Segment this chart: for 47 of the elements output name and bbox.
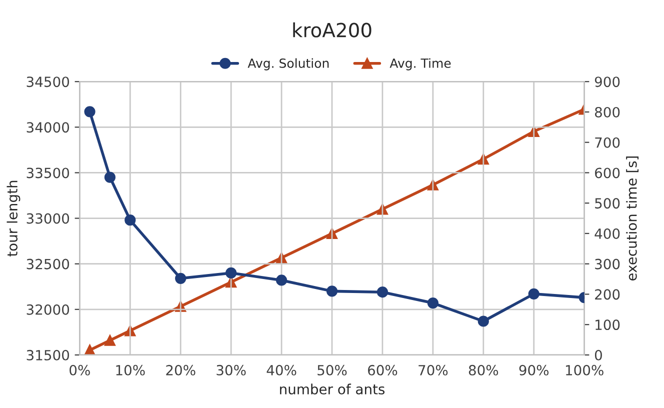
x-tick-label: 50% bbox=[318, 364, 347, 376]
x-tick-label: 10% bbox=[116, 364, 145, 376]
y2-tick-label: 600 bbox=[595, 168, 620, 178]
y2-tick-label: 500 bbox=[595, 198, 620, 209]
y-axis-title: tour length bbox=[6, 180, 20, 256]
y2-tick-label: 800 bbox=[594, 106, 620, 118]
y-tick-label: 32000 bbox=[26, 304, 70, 315]
y2-tick-label: 100 bbox=[596, 320, 620, 330]
legend-label: Avg. Solution bbox=[248, 58, 329, 70]
point bbox=[124, 214, 136, 226]
x-tick-label: 20% bbox=[166, 364, 196, 376]
point bbox=[226, 267, 237, 279]
point bbox=[376, 286, 388, 298]
y2-axis-title: execution time [s] bbox=[626, 156, 638, 280]
y2-tick-label: 300 bbox=[595, 258, 620, 270]
point bbox=[427, 297, 438, 309]
point bbox=[104, 334, 116, 346]
y-tick-label: 32500 bbox=[26, 258, 70, 270]
point bbox=[104, 172, 116, 183]
x-tick-label: 70% bbox=[418, 364, 448, 376]
y2-tick-label: 900 bbox=[594, 76, 620, 88]
y-tick-label: 33500 bbox=[26, 168, 70, 178]
x-tick-label: 100% bbox=[566, 364, 604, 376]
x-tick-label: 60% bbox=[368, 364, 398, 376]
point bbox=[478, 316, 489, 327]
y2-tick-label: 0 bbox=[594, 350, 602, 360]
x-tick-label: 90% bbox=[519, 364, 549, 376]
point bbox=[84, 344, 96, 355]
legend-label: Avg. Time bbox=[390, 58, 451, 70]
y2-tick-label: 700 bbox=[595, 137, 620, 148]
x-tick-label: 40% bbox=[266, 364, 296, 376]
y2-tick-label: 400 bbox=[594, 228, 620, 239]
y-tick-label: 31500 bbox=[26, 350, 70, 360]
point bbox=[276, 274, 288, 286]
y2-tick-label: 200 bbox=[595, 289, 620, 300]
x-tick-label: 30% bbox=[216, 364, 246, 376]
point bbox=[175, 272, 186, 284]
point bbox=[84, 106, 96, 118]
y-tick-label: 33000 bbox=[26, 213, 70, 224]
point bbox=[528, 288, 540, 300]
point bbox=[326, 286, 338, 297]
x-axis-title: number of ants bbox=[280, 384, 385, 394]
y-tick-label: 34500 bbox=[26, 76, 70, 88]
x-tick-label: 80% bbox=[468, 364, 498, 376]
x-tick-label: 0% bbox=[70, 364, 90, 376]
chart-title: kroA200 bbox=[293, 22, 372, 38]
y-tick-label: 34000 bbox=[26, 122, 70, 133]
